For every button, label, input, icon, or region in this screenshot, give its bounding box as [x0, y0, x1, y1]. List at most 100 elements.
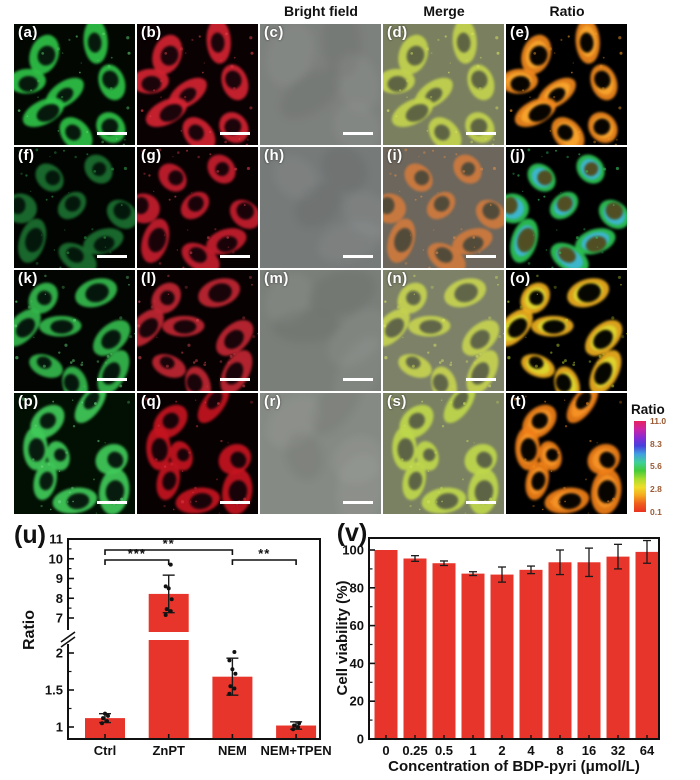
column-header-ratio: Ratio [549, 3, 585, 19]
cell-image [506, 148, 627, 268]
y-axis-label-u: Ratio [21, 610, 38, 650]
cells-layer [392, 393, 499, 514]
cell-blob [575, 228, 616, 255]
cell-blob [169, 441, 193, 471]
scale-bar [343, 131, 373, 135]
data-point [233, 671, 238, 676]
cell-blob [426, 191, 456, 220]
data-point [163, 584, 168, 589]
data-point [105, 719, 109, 724]
cell-blob [525, 461, 550, 501]
panel-h: (h) [260, 147, 381, 268]
bar-4 [519, 569, 543, 738]
cell-blob [443, 393, 476, 424]
cell-blob [551, 117, 585, 145]
cell-blob [464, 443, 498, 475]
cells-layer [506, 24, 618, 145]
chart-text: 20 [350, 694, 364, 709]
cells-layer [137, 154, 258, 268]
cell-blob [531, 315, 574, 337]
chart-text: 80 [350, 580, 364, 595]
cell-blob [522, 404, 557, 439]
panel-f: (f) [14, 147, 135, 268]
cells-layer [383, 278, 500, 391]
cell-blob [566, 393, 599, 424]
panel-letter: (s) [387, 393, 407, 410]
data-point [166, 586, 171, 591]
chart-text: 64 [640, 743, 655, 758]
cell-blob [421, 487, 467, 514]
cell-blob [383, 308, 410, 347]
cell-blob [29, 34, 60, 75]
data-point [169, 597, 174, 602]
cell-image [14, 24, 131, 145]
chart-text: NEM+TPEN [261, 743, 332, 758]
bar-32 [606, 556, 630, 738]
scale-bar [220, 131, 250, 135]
scale-bar [466, 377, 496, 381]
panel-letter: (q) [141, 393, 162, 410]
chart-text: NEM [218, 743, 247, 758]
y-axis-label-v: Cell viability (%) [334, 580, 351, 695]
cell-image [137, 24, 254, 145]
panel-letter: (j) [510, 147, 526, 164]
brightfield-texture [265, 270, 381, 391]
cell-blob [538, 441, 562, 471]
cell-image [21, 393, 131, 514]
chart-text: 7 [56, 611, 63, 626]
bar-ZnPT [148, 593, 189, 738]
cell-blob [465, 112, 495, 144]
scale-bar [343, 500, 373, 504]
speckles-layer [18, 148, 128, 268]
chart-text: 1 [469, 743, 476, 758]
cell-blob [398, 34, 429, 75]
cells-layer [137, 278, 254, 391]
cell-image [266, 24, 381, 145]
cell-blob [590, 64, 618, 101]
panel-letter: (t) [510, 393, 527, 410]
data-point [292, 723, 297, 728]
speckles-layer [21, 395, 131, 514]
cell-blob [590, 468, 622, 514]
cell-blob [22, 97, 65, 128]
panel-g: (g) [137, 147, 258, 268]
colorbar-tick: 0.1 [650, 507, 662, 517]
cell-image [137, 274, 258, 391]
panel-letter: (c) [264, 24, 284, 41]
data-point [297, 721, 302, 726]
colorbar-title: Ratio [631, 402, 665, 417]
panel-a: (a) [14, 24, 135, 145]
scale-bar [97, 131, 127, 135]
chart-text: 8 [556, 743, 563, 758]
bar-8 [548, 562, 572, 738]
cell-blob [587, 443, 621, 475]
cell-blob [35, 163, 64, 192]
speckles-layer [386, 30, 500, 145]
speckles-layer [506, 274, 627, 388]
bar-break-gap [147, 632, 190, 640]
bar-0.25 [403, 558, 427, 738]
cell-blob [475, 199, 504, 229]
panel-letter: (e) [510, 24, 530, 41]
cells-layer [383, 24, 495, 145]
panel-letter: (m) [264, 270, 289, 287]
data-point [164, 607, 169, 612]
data-point [168, 609, 173, 614]
cell-blob [397, 282, 427, 314]
cell-blob [198, 278, 241, 308]
speckles-layer [383, 274, 504, 388]
bar-2 [490, 574, 514, 738]
scale-bar [97, 377, 127, 381]
panel-letter: (h) [264, 147, 285, 164]
cell-blob [506, 68, 538, 94]
speckles-layer [513, 395, 623, 514]
colorbar-tick: 8.3 [650, 439, 662, 449]
significance-bracket [231, 559, 297, 565]
cell-blob [185, 366, 211, 391]
panel-letter: (r) [264, 393, 282, 410]
panel-i: (i) [383, 147, 504, 268]
panel-label-u: (u) [14, 521, 46, 549]
cell-blob [514, 97, 557, 128]
scale-bar [343, 377, 373, 381]
